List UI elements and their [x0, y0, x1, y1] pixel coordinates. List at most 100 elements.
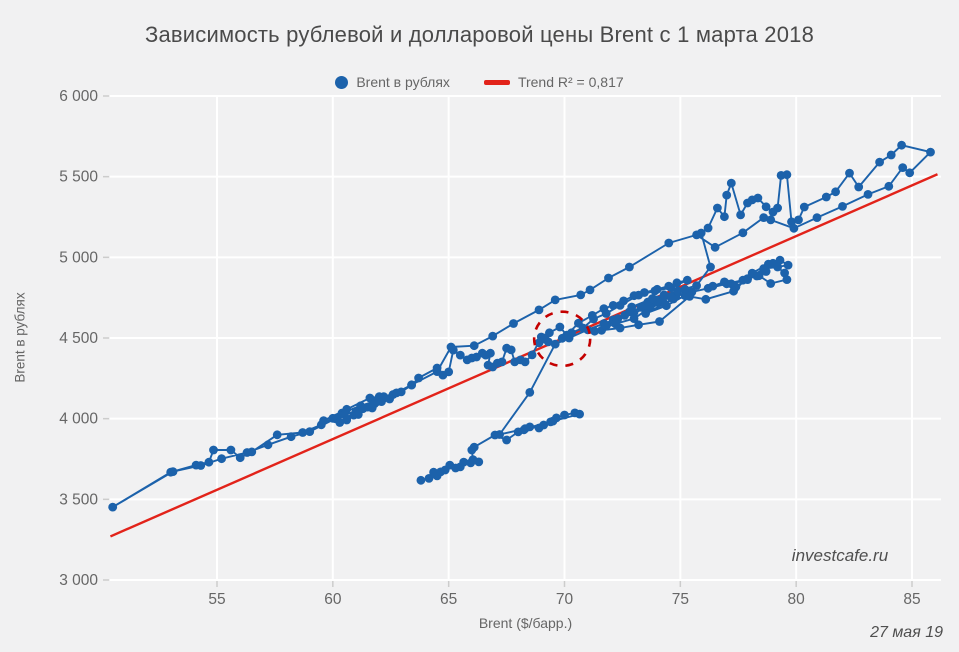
data-point[interactable]	[396, 387, 406, 397]
data-point[interactable]	[845, 168, 854, 178]
data-point[interactable]	[655, 317, 664, 326]
data-point[interactable]	[713, 203, 722, 213]
data-point[interactable]	[634, 320, 643, 330]
data-point[interactable]	[567, 328, 576, 338]
data-point[interactable]	[316, 420, 326, 430]
data-point[interactable]	[720, 212, 729, 222]
data-point[interactable]	[648, 294, 657, 303]
data-point[interactable]	[298, 428, 308, 437]
data-point[interactable]	[468, 455, 478, 464]
data-point[interactable]	[488, 331, 498, 341]
data-point[interactable]	[379, 392, 389, 402]
data-point[interactable]	[209, 445, 218, 455]
data-point[interactable]	[367, 403, 377, 413]
data-point[interactable]	[432, 363, 442, 373]
data-point[interactable]	[761, 202, 771, 212]
data-point[interactable]	[641, 309, 650, 318]
data-point[interactable]	[729, 286, 738, 296]
data-point[interactable]	[407, 380, 416, 390]
data-point[interactable]	[328, 413, 338, 423]
trend-line[interactable]	[109, 173, 938, 538]
data-point[interactable]	[905, 168, 915, 178]
data-point[interactable]	[766, 215, 776, 225]
data-point[interactable]	[620, 311, 630, 320]
data-point[interactable]	[692, 230, 701, 240]
data-point[interactable]	[831, 187, 840, 197]
data-point[interactable]	[601, 321, 611, 331]
data-point[interactable]	[821, 192, 831, 202]
data-point[interactable]	[838, 202, 847, 211]
data-point[interactable]	[783, 260, 793, 270]
data-point[interactable]	[589, 314, 598, 324]
data-point[interactable]	[416, 475, 426, 485]
data-point[interactable]	[455, 350, 465, 360]
data-point[interactable]	[550, 295, 560, 305]
data-point[interactable]	[754, 271, 764, 281]
data-point[interactable]	[666, 283, 676, 293]
legend-item-trend[interactable]: Trend R² = 0,817	[483, 74, 624, 90]
data-point[interactable]	[692, 281, 701, 290]
data-point[interactable]	[509, 319, 518, 328]
data-point[interactable]	[108, 502, 118, 512]
data-point[interactable]	[627, 302, 637, 312]
data-point[interactable]	[506, 345, 516, 355]
data-point[interactable]	[662, 301, 671, 311]
data-point[interactable]	[525, 388, 535, 397]
data-point[interactable]	[782, 170, 792, 180]
data-point[interactable]	[555, 322, 565, 332]
data-point[interactable]	[672, 278, 682, 288]
data-point[interactable]	[604, 273, 613, 283]
data-point[interactable]	[759, 213, 769, 223]
data-point[interactable]	[534, 338, 544, 348]
data-point[interactable]	[353, 410, 363, 419]
data-point[interactable]	[799, 202, 809, 212]
data-point[interactable]	[773, 262, 782, 272]
data-point[interactable]	[884, 181, 894, 191]
data-point[interactable]	[625, 262, 634, 272]
data-point[interactable]	[926, 147, 935, 157]
data-point[interactable]	[272, 430, 282, 440]
data-point[interactable]	[720, 277, 729, 287]
data-point[interactable]	[673, 286, 683, 296]
data-point[interactable]	[773, 203, 782, 213]
data-point[interactable]	[747, 268, 757, 278]
data-point[interactable]	[247, 447, 257, 457]
data-point[interactable]	[575, 409, 584, 419]
data-point[interactable]	[780, 268, 789, 278]
data-point[interactable]	[701, 294, 711, 304]
data-point[interactable]	[615, 301, 625, 310]
data-point[interactable]	[497, 357, 507, 367]
data-point[interactable]	[782, 275, 792, 284]
data-point[interactable]	[585, 285, 595, 295]
data-point[interactable]	[886, 150, 896, 160]
data-point[interactable]	[897, 140, 906, 150]
data-point[interactable]	[578, 323, 588, 333]
data-point[interactable]	[680, 284, 690, 294]
data-point[interactable]	[664, 238, 674, 248]
data-point[interactable]	[520, 424, 530, 434]
data-point[interactable]	[545, 328, 554, 338]
data-point[interactable]	[469, 442, 479, 452]
data-point[interactable]	[429, 467, 438, 477]
data-point[interactable]	[685, 292, 694, 301]
data-point[interactable]	[710, 242, 720, 252]
data-point[interactable]	[335, 418, 345, 427]
data-point[interactable]	[738, 228, 748, 238]
data-point[interactable]	[601, 309, 611, 318]
data-point[interactable]	[736, 210, 745, 220]
data-point[interactable]	[226, 445, 236, 455]
data-point[interactable]	[629, 314, 639, 323]
data-point[interactable]	[611, 319, 620, 329]
data-point[interactable]	[534, 305, 544, 315]
data-point[interactable]	[557, 333, 567, 343]
data-point[interactable]	[875, 157, 884, 167]
data-point[interactable]	[650, 286, 660, 296]
data-point[interactable]	[263, 440, 273, 450]
data-point[interactable]	[608, 301, 618, 310]
data-point[interactable]	[495, 430, 504, 439]
legend-item-series[interactable]: Brent в рублях	[335, 74, 450, 90]
data-point[interactable]	[590, 326, 599, 336]
data-point[interactable]	[636, 302, 646, 312]
data-point[interactable]	[459, 457, 469, 467]
data-point[interactable]	[548, 416, 558, 426]
